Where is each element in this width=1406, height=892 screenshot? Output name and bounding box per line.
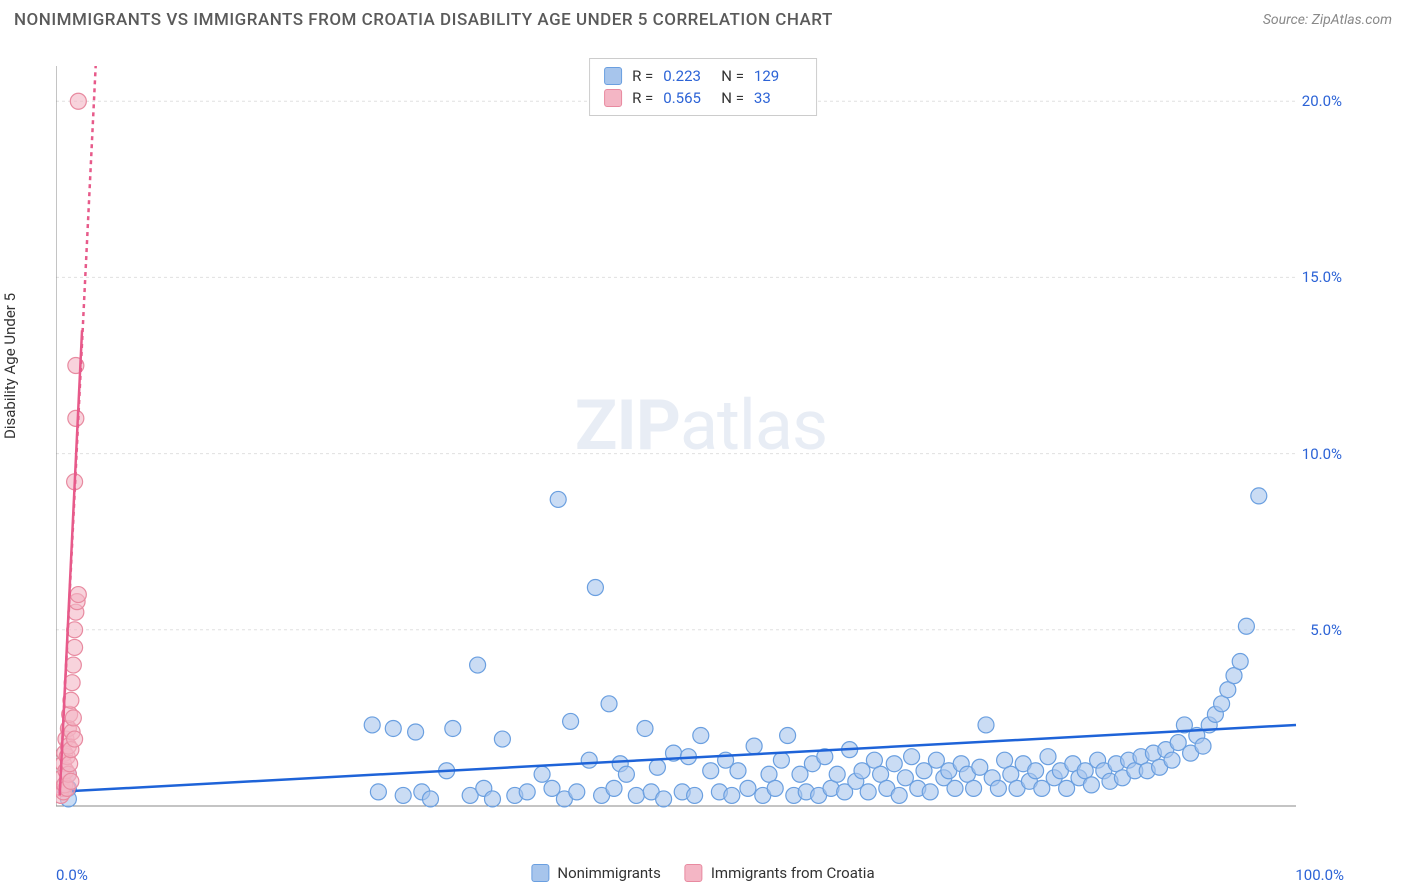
legend-label: Immigrants from Croatia [711, 864, 875, 882]
legend-n-label: N = [721, 67, 744, 85]
legend-item-nonimmigrants: Nonimmigrants [531, 864, 660, 882]
legend-swatch-pink [604, 89, 622, 107]
chart-title: NONIMMIGRANTS VS IMMIGRANTS FROM CROATIA… [14, 10, 833, 30]
y-axis-label: Disability Age Under 5 [1, 293, 19, 439]
legend-swatch-pink [685, 864, 703, 882]
x-axis-tick-max: 100.0% [1295, 866, 1344, 884]
legend-label: Nonimmigrants [557, 864, 660, 882]
legend-r-label: R = [632, 67, 653, 85]
legend-row-immigrants: R = 0.565 N = 33 [604, 87, 802, 109]
correlation-legend: R = 0.223 N = 129 R = 0.565 N = 33 [589, 58, 817, 116]
y-axis-tick: 20.0% [1302, 92, 1342, 110]
y-axis-tick: 5.0% [1310, 621, 1342, 639]
legend-n-value: 33 [754, 89, 802, 107]
legend-row-nonimmigrants: R = 0.223 N = 129 [604, 65, 802, 87]
legend-n-value: 129 [754, 67, 802, 85]
y-axis-tick: 15.0% [1302, 268, 1342, 286]
source-attribution: Source: ZipAtlas.com [1263, 12, 1392, 28]
series-legend: Nonimmigrants Immigrants from Croatia [531, 864, 874, 882]
scatter-plot-svg [56, 56, 1346, 826]
x-axis-tick-min: 0.0% [56, 866, 88, 884]
legend-item-immigrants: Immigrants from Croatia [685, 864, 875, 882]
legend-swatch-blue [531, 864, 549, 882]
legend-r-label: R = [632, 89, 653, 107]
legend-r-value: 0.565 [663, 89, 711, 107]
legend-n-label: N = [721, 89, 744, 107]
chart-plot-area: ZIPatlas [56, 56, 1346, 826]
legend-r-value: 0.223 [663, 67, 711, 85]
y-axis-tick: 10.0% [1302, 445, 1342, 463]
legend-swatch-blue [604, 67, 622, 85]
